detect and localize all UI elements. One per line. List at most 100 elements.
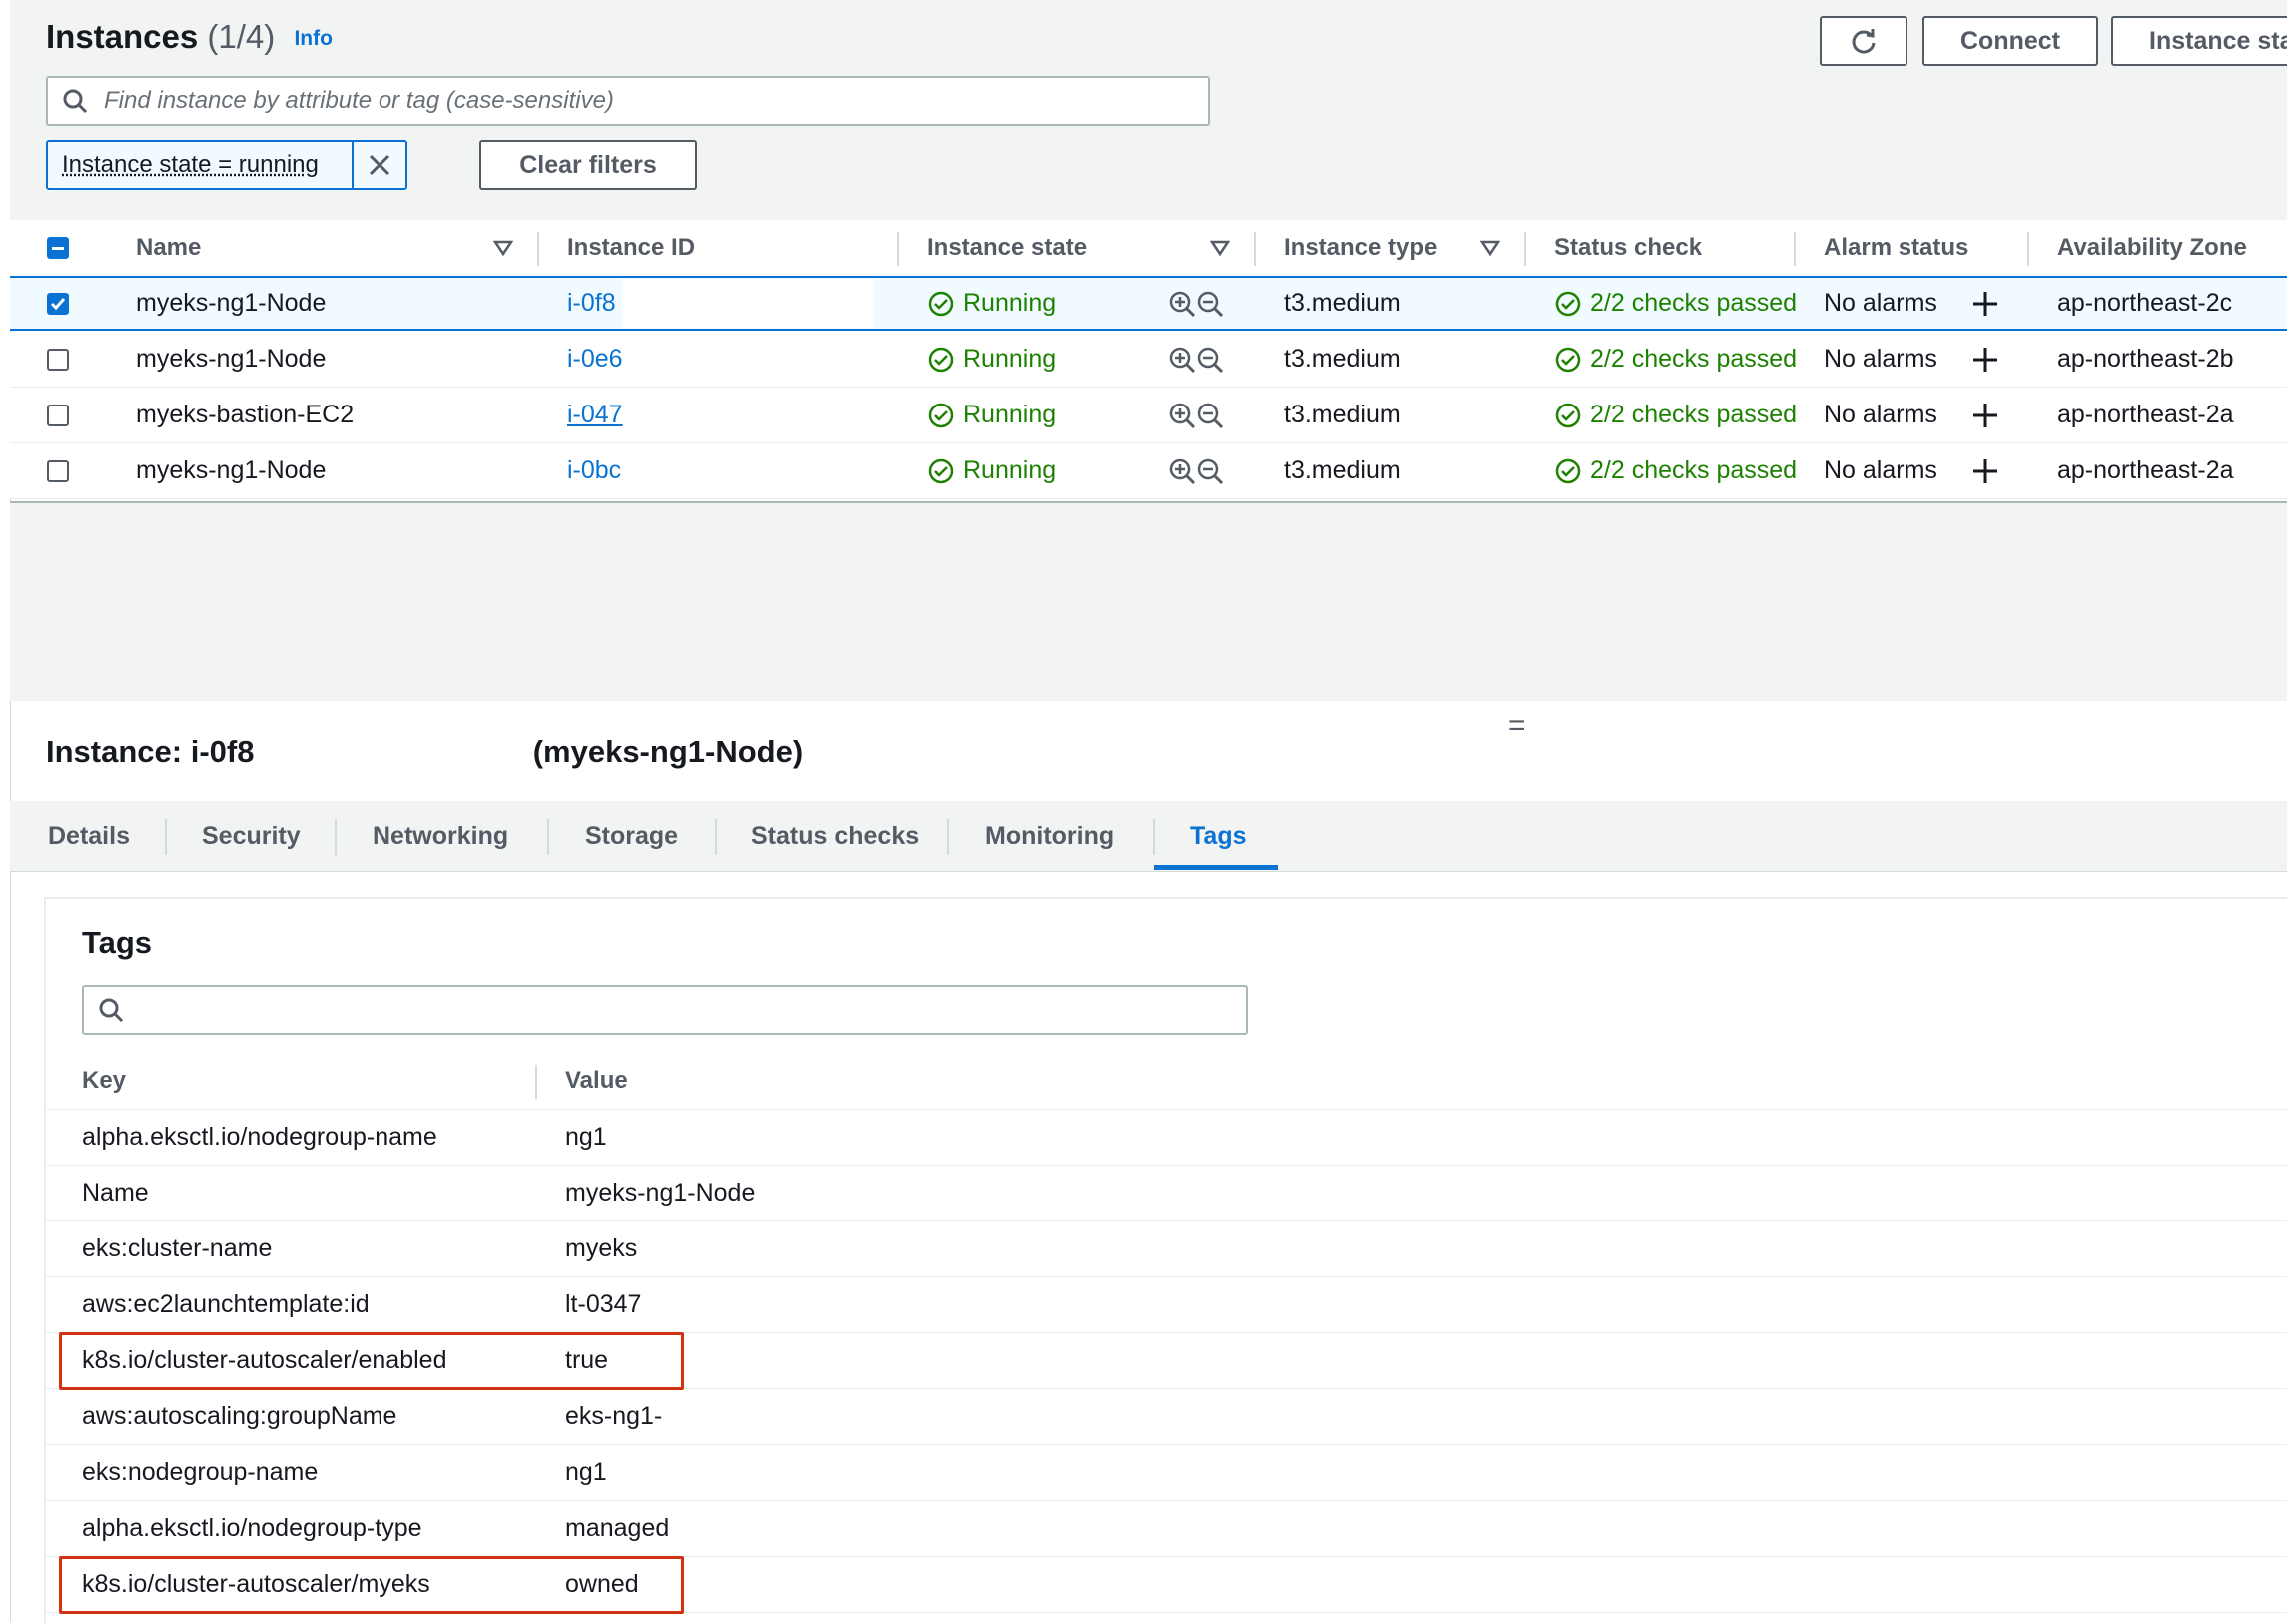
column-separator[interactable] — [897, 232, 899, 266]
row-checkbox[interactable] — [47, 332, 69, 387]
row-alarm-status: No alarms — [1824, 289, 1937, 317]
tab-monitoring[interactable]: Monitoring — [985, 821, 1115, 850]
refresh-button[interactable] — [1820, 16, 1907, 66]
row-instance-type: t3.medium — [1284, 289, 1401, 317]
row-instance-id-link[interactable]: i-047 — [567, 401, 623, 428]
column-separator[interactable] — [1254, 232, 1256, 266]
row-availability-zone: ap-northeast-2b — [2057, 345, 2234, 373]
zoom-in-icon[interactable] — [1168, 290, 1196, 318]
add-alarm-button[interactable] — [1971, 443, 1999, 498]
row-alarm-status: No alarms — [1824, 401, 1937, 428]
row-checkbox-box[interactable] — [47, 292, 69, 315]
row-status-check: 2/2 checks passed — [1554, 276, 1800, 331]
select-all-box[interactable] — [47, 237, 69, 259]
zoom-in-icon[interactable] — [1168, 402, 1196, 429]
column-separator[interactable] — [2027, 232, 2029, 266]
tag-row — [44, 1445, 2287, 1501]
zoom-in-icon[interactable] — [1168, 457, 1196, 485]
zoom-out-icon[interactable] — [1196, 290, 1224, 318]
column-separator[interactable] — [1794, 232, 1796, 266]
tag-value: myeks — [565, 1234, 638, 1262]
add-alarm-button[interactable] — [1971, 276, 1999, 331]
tab-separator — [165, 819, 167, 855]
tag-value: lt-0347 — [565, 1290, 642, 1318]
filter-chip[interactable]: Instance state = running — [46, 140, 407, 190]
row-checkbox-box[interactable] — [47, 348, 69, 371]
col-header-name[interactable]: Name — [136, 234, 202, 261]
instance-state-button[interactable]: Instance sta — [2111, 16, 2287, 66]
search-input[interactable] — [102, 86, 1208, 116]
split-panel-handle[interactable]: = — [1508, 709, 1526, 742]
zoom-in-icon[interactable] — [1168, 346, 1196, 374]
tag-key: Name — [82, 1179, 149, 1207]
tags-search[interactable] — [82, 985, 1248, 1035]
row-state: Running — [927, 443, 1056, 498]
tag-row — [44, 1277, 2287, 1333]
row-checkbox[interactable] — [47, 388, 69, 442]
table-row[interactable] — [10, 276, 2287, 331]
table-row[interactable] — [10, 332, 2287, 388]
col-header-instance-id[interactable]: Instance ID — [567, 234, 696, 261]
tab-security[interactable]: Security — [202, 821, 301, 850]
column-separator[interactable] — [537, 232, 539, 266]
row-state-label: Running — [963, 456, 1057, 484]
col-header-instance-type[interactable]: Instance type — [1284, 234, 1438, 261]
tag-key: k8s.io/cluster-autoscaler/enabled — [82, 1346, 447, 1374]
tab-storage[interactable]: Storage — [585, 821, 679, 850]
row-checkbox[interactable] — [47, 443, 69, 498]
tab-tags[interactable]: Tags — [1190, 821, 1247, 850]
connect-button[interactable]: Connect — [1922, 16, 2098, 66]
row-name: myeks-ng1-Node — [136, 456, 327, 484]
column-separator[interactable] — [1524, 232, 1526, 266]
tag-key: k8s.io/cluster-autoscaler/myeks — [82, 1570, 430, 1598]
col-header-alarm-status[interactable]: Alarm status — [1824, 234, 1969, 261]
row-instance-id-link[interactable]: i-0bc — [567, 456, 622, 484]
zoom-out-icon[interactable] — [1196, 402, 1224, 429]
sort-state-icon[interactable] — [1210, 220, 1230, 276]
table-row[interactable] — [10, 443, 2287, 499]
row-instance-id-link[interactable]: i-0f8 — [567, 289, 616, 317]
row-checkbox-box[interactable] — [47, 459, 69, 482]
tab-separator — [715, 819, 717, 855]
tag-value: true — [565, 1346, 609, 1374]
redacted-area — [623, 335, 923, 384]
success-check-icon — [928, 458, 954, 483]
row-checkbox-box[interactable] — [47, 404, 69, 426]
info-link[interactable]: Info — [294, 27, 333, 51]
close-icon — [369, 154, 390, 176]
tab-separator — [547, 819, 549, 855]
instance-detail-id: Instance: i-0f8 — [46, 734, 255, 769]
tab-networking[interactable]: Networking — [373, 821, 509, 850]
tag-key: aws:ec2launchtemplate:id — [82, 1290, 370, 1318]
tag-row — [44, 1501, 2287, 1557]
sort-name-icon[interactable] — [493, 220, 513, 276]
col-header-status-check[interactable]: Status check — [1554, 234, 1703, 261]
tag-value: managed — [565, 1514, 670, 1542]
check-icon — [50, 297, 66, 310]
tab-separator — [335, 819, 337, 855]
add-alarm-button[interactable] — [1971, 332, 1999, 387]
row-instance-id-link[interactable]: i-0e6 — [567, 345, 623, 373]
col-header-availability-zone[interactable]: Availability Zone — [2057, 234, 2247, 261]
clear-filters-button[interactable]: Clear filters — [479, 140, 697, 190]
success-check-icon — [1555, 347, 1581, 372]
tag-row — [44, 1557, 2287, 1613]
tags-search-input[interactable] — [134, 995, 1246, 1025]
zoom-out-icon[interactable] — [1196, 346, 1224, 374]
row-status-check-label: 2/2 checks passed — [1590, 289, 1798, 317]
tab-details[interactable]: Details — [48, 821, 130, 850]
redacted-area — [623, 279, 873, 328]
select-all-checkbox[interactable] — [47, 220, 69, 276]
sort-type-icon[interactable] — [1480, 220, 1500, 276]
page-title: Instances (1/4) Info — [46, 18, 333, 56]
tag-key: eks:nodegroup-name — [82, 1458, 319, 1486]
col-header-instance-state[interactable]: Instance state — [927, 234, 1088, 261]
remove-filter-button[interactable] — [352, 142, 405, 188]
add-alarm-button[interactable] — [1971, 388, 1999, 442]
table-row[interactable] — [10, 388, 2287, 443]
instance-search[interactable] — [46, 76, 1210, 126]
zoom-out-icon[interactable] — [1196, 457, 1224, 485]
tab-status-checks[interactable]: Status checks — [751, 821, 920, 850]
column-separator[interactable] — [535, 1065, 537, 1099]
row-checkbox[interactable] — [47, 276, 69, 331]
